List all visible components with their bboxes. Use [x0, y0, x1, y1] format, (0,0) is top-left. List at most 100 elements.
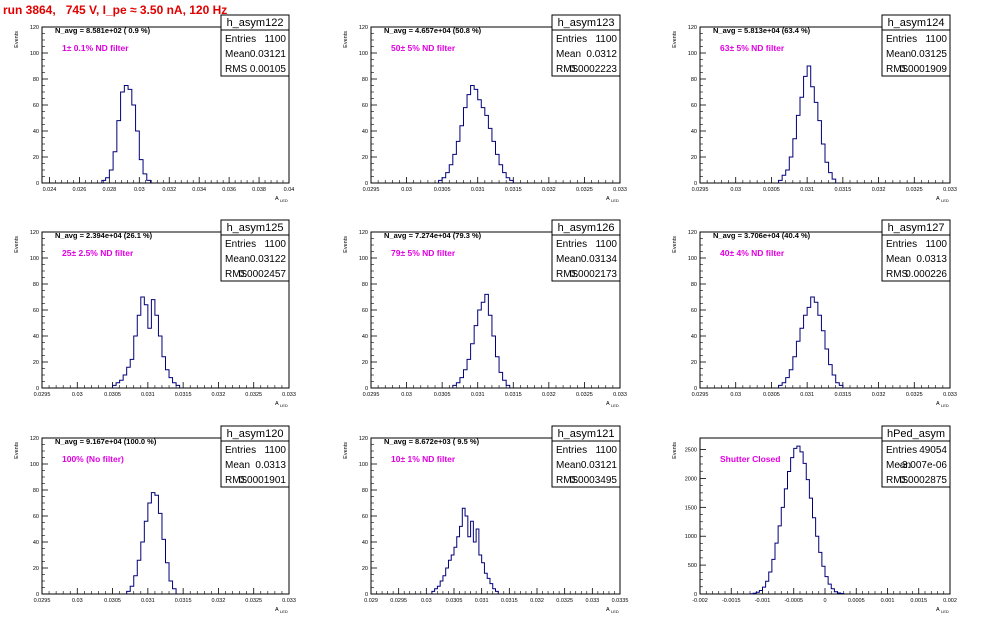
y-tick-label: 0 — [365, 181, 368, 187]
stats-value: -3.007e-06 — [899, 460, 948, 471]
filter-label: 1± 0.1% ND filter — [62, 43, 129, 53]
x-tick-label: 0.03 — [134, 187, 145, 193]
histogram-panel-h_asym121: 0.029 0.0295 0.03 0.0305 0.031 0.0315 0.032 0.0… — [343, 425, 628, 614]
x-axis-subscript: LED — [280, 403, 288, 408]
y-tick-label: 100 — [359, 462, 368, 468]
x-tick-label: 0.032 — [542, 187, 556, 193]
x-axis-subscript: LED — [941, 198, 949, 203]
x-tick-label: 0 — [823, 598, 826, 604]
x-tick-label: 0.0015 — [910, 598, 927, 604]
x-tick-label: 0.033 — [613, 392, 627, 398]
stats-label: RMS — [886, 64, 909, 75]
y-tick-label: 100 — [688, 256, 697, 262]
x-tick-label: 0.034 — [192, 187, 206, 193]
histogram-panel-h_asym123: 0.0295 0.03 0.0305 0.031 0.0315 0.032 0.0325 0.… — [343, 14, 627, 203]
y-axis-title: Events — [343, 442, 349, 459]
stats-value: 0.0312 — [586, 49, 617, 60]
stats-label: RMS — [225, 475, 248, 486]
y-tick-label: 80 — [33, 77, 39, 83]
x-axis-subscript: LED — [280, 198, 288, 203]
y-tick-label: 0 — [36, 592, 39, 598]
x-tick-label: 0.03 — [72, 392, 83, 398]
filter-label: 40± 4% ND filter — [720, 248, 785, 258]
y-tick-label: 60 — [362, 308, 368, 314]
stats-value: 0.0313 — [255, 460, 286, 471]
y-tick-label: 0 — [694, 181, 697, 187]
x-tick-label: 0.0305 — [446, 598, 463, 604]
stats-label: Mean — [225, 254, 250, 265]
y-tick-label: 0 — [694, 592, 697, 598]
navg-label: N_avg = 2.394e+04 (26.1 %) — [55, 231, 153, 240]
stats-value: 1100 — [925, 239, 947, 250]
y-tick-label: 80 — [691, 282, 697, 288]
x-axis-title: A — [606, 401, 610, 407]
x-axis-title: A — [606, 607, 610, 613]
x-tick-label: -0.0015 — [722, 598, 741, 604]
stats-box — [881, 29, 951, 77]
stats-title: h_asym127 — [888, 222, 945, 234]
navg-label: N_avg = 4.657e+04 (50.8 %) — [384, 26, 482, 35]
x-tick-label: 0.036 — [222, 187, 236, 193]
stats-label: Mean — [225, 460, 250, 471]
x-tick-label: 0.0315 — [175, 598, 192, 604]
x-tick-label: 0.0315 — [175, 392, 192, 398]
x-axis-title: A — [606, 196, 610, 202]
x-axis-title: A — [275, 196, 279, 202]
x-axis-subscript: LED — [611, 609, 619, 614]
stats-label: RMS — [556, 475, 579, 486]
navg-label: N_avg = 3.706e+04 (40.4 %) — [713, 231, 811, 240]
y-tick-label: 500 — [688, 563, 697, 569]
y-tick-label: 120 — [359, 230, 368, 236]
y-tick-label: 120 — [30, 230, 39, 236]
x-tick-label: 0.031 — [141, 392, 155, 398]
y-tick-label: 60 — [691, 308, 697, 314]
y-tick-label: 2500 — [685, 448, 697, 454]
stats-label: Entries — [886, 445, 917, 456]
stats-value: 0.000226 — [905, 269, 947, 280]
y-tick-label: 60 — [362, 514, 368, 520]
x-tick-label: 0.0295 — [34, 598, 51, 604]
y-axis-title: Events — [14, 442, 20, 459]
filter-label: 63± 5% ND filter — [720, 43, 785, 53]
y-tick-label: 0 — [365, 592, 368, 598]
stats-title: h_asym125 — [227, 222, 284, 234]
x-tick-label: 0.03 — [401, 392, 412, 398]
stats-title: h_asym121 — [558, 428, 615, 440]
x-tick-label: 0.0305 — [104, 392, 121, 398]
y-axis-title: Events — [343, 236, 349, 253]
stats-value: 1100 — [595, 34, 617, 45]
x-tick-label: 0.033 — [585, 598, 599, 604]
stats-value: 0.0002223 — [570, 64, 618, 75]
histogram-panel-h_asym126: 0.0295 0.03 0.0305 0.031 0.0315 0.032 0.0325 0.… — [343, 219, 627, 408]
x-tick-label: 0.03 — [72, 598, 83, 604]
y-axis-title: Events — [672, 31, 678, 48]
x-tick-label: 0.0315 — [505, 392, 522, 398]
y-tick-label: 2000 — [685, 476, 697, 482]
y-tick-label: 20 — [33, 155, 39, 161]
stats-label: RMS — [886, 475, 909, 486]
x-axis-title: A — [275, 401, 279, 407]
stats-label: RMS — [225, 269, 248, 280]
x-tick-label: 0.001 — [881, 598, 895, 604]
stats-box — [551, 29, 621, 77]
navg-label: N_avg = 8.581e+02 ( 0.9 %) — [55, 26, 151, 35]
y-tick-label: 20 — [33, 360, 39, 366]
x-tick-label: 0.0295 — [692, 392, 709, 398]
stats-label: Mean — [886, 254, 911, 265]
stats-value: 0.0313 — [916, 254, 947, 265]
histogram-line — [126, 492, 177, 594]
x-tick-label: 0.0315 — [834, 187, 851, 193]
y-tick-label: 80 — [362, 488, 368, 494]
stats-label: RMS — [886, 269, 909, 280]
histogram-panel-h_asym120: 0.0295 0.03 0.0305 0.031 0.0315 0.032 0.0325 0.… — [14, 425, 296, 614]
y-tick-label: 120 — [359, 436, 368, 442]
x-tick-label: 0.032 — [162, 187, 176, 193]
stats-value: 0.0001909 — [900, 64, 948, 75]
x-tick-label: 0.0315 — [834, 392, 851, 398]
x-tick-label: 0.029 — [364, 598, 378, 604]
stats-label: Entries — [556, 34, 587, 45]
y-axis-title: Events — [672, 442, 678, 459]
y-tick-label: 40 — [362, 540, 368, 546]
x-tick-label: 0.032 — [212, 598, 226, 604]
x-tick-label: 0.0325 — [906, 392, 923, 398]
